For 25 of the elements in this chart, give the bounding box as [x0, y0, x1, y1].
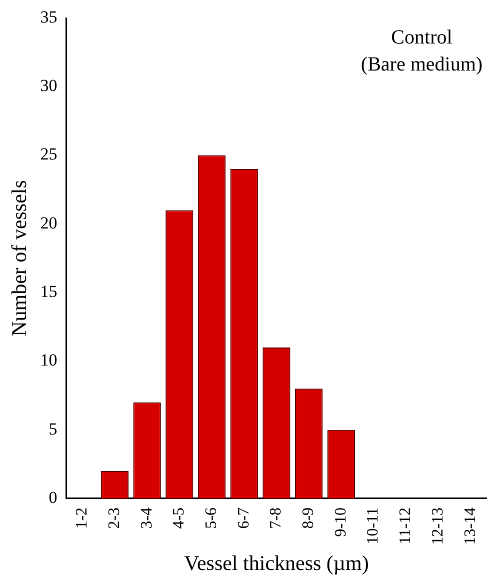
x-tick-label: 7-8	[268, 507, 285, 529]
y-tick-label: 15	[40, 282, 58, 302]
y-tick-label: 25	[40, 144, 58, 164]
annotation: Control	[391, 26, 453, 48]
x-tick-label: 6-7	[235, 507, 252, 529]
x-tick-label: 11-12	[397, 507, 414, 544]
x-tick-label: 13-14	[462, 507, 479, 545]
y-tick-label: 0	[48, 488, 58, 507]
y-tick-label: 35	[40, 7, 58, 26]
y-tick-label: 20	[40, 213, 58, 232]
y-tick-label: 5	[48, 419, 58, 438]
x-tick-label: 4-5	[170, 507, 188, 529]
x-tick-label: 1-2	[74, 507, 91, 529]
x-tick-label: 8-9	[300, 507, 318, 529]
y-tick-label: 30	[40, 76, 58, 96]
x-tick-label: 10-11	[364, 507, 382, 544]
annotation: (Bare medium)	[360, 53, 483, 76]
x-tick-label: 2-3	[106, 507, 123, 529]
x-tick-label: 9-10	[332, 507, 350, 537]
x-tick-label: 5-6	[202, 507, 220, 529]
y-tick-label: 10	[40, 350, 58, 370]
x-tick-label: 3-4	[138, 507, 156, 529]
y-axis-title: Number of vessels	[7, 180, 32, 336]
x-tick-label: 12-13	[429, 507, 446, 545]
x-axis-title: Vessel thickness (µm)	[184, 550, 369, 575]
